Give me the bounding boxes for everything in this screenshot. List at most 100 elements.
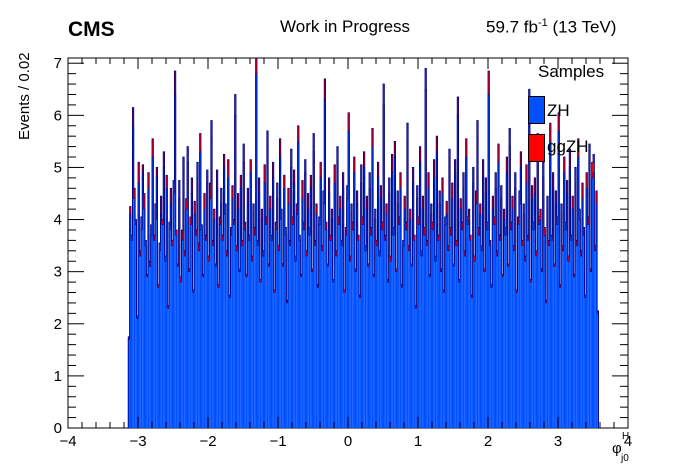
bar-ggzh <box>479 203 481 215</box>
bar-zh <box>559 287 561 428</box>
bar-ggzh <box>223 154 225 168</box>
bar-zh <box>339 209 341 428</box>
bar-ggzh <box>448 149 451 168</box>
bar-ggzh <box>194 201 196 215</box>
bar-zh <box>369 188 371 428</box>
bar-zh <box>159 250 161 428</box>
bar-ggzh <box>514 172 516 189</box>
bar-ggzh <box>544 227 546 236</box>
bar-ggzh <box>272 162 274 178</box>
bar-zh <box>555 203 557 428</box>
bar-ggzh <box>216 170 218 189</box>
bar-zh <box>507 266 509 428</box>
bar-zh <box>264 183 266 428</box>
bar-zh <box>447 250 449 428</box>
bar-zh <box>149 266 151 428</box>
bar-ggzh <box>530 279 532 283</box>
bar-ggzh <box>345 227 347 236</box>
bar-ggzh <box>563 157 565 173</box>
bar-zh <box>226 256 228 428</box>
bar-ggzh <box>220 188 222 204</box>
bar-zh <box>154 219 157 428</box>
y-tick-label: 1 <box>54 368 62 385</box>
bar-zh <box>363 167 365 428</box>
bar-zh <box>317 287 319 428</box>
bar-zh <box>461 229 463 428</box>
bar-ggzh <box>231 185 234 199</box>
bar-ggzh <box>279 138 281 158</box>
bar-ggzh <box>597 310 599 314</box>
bar-zh <box>346 198 348 428</box>
bar-ggzh <box>341 240 343 246</box>
bar-zh <box>278 250 280 428</box>
bar-ggzh <box>503 209 505 220</box>
bar-zh <box>146 276 148 428</box>
bar-zh <box>537 151 539 429</box>
bar-zh <box>378 256 381 428</box>
bar-zh <box>479 214 481 428</box>
bar-zh <box>227 177 229 428</box>
bar-ggzh <box>584 295 586 298</box>
bar-zh <box>544 235 546 428</box>
bar-ggzh <box>320 162 322 178</box>
bar-ggzh <box>502 274 504 277</box>
bar-zh <box>390 261 392 428</box>
bar-ggzh <box>447 245 449 251</box>
bar-ggzh <box>489 240 491 246</box>
x-axis-symbol: φ <box>612 440 622 457</box>
bar-zh <box>234 115 236 428</box>
bar-ggzh <box>399 172 402 189</box>
x-tick-label: −4 <box>59 433 76 450</box>
bar-zh <box>349 261 351 428</box>
bar-ggzh <box>313 133 315 152</box>
bar-zh <box>236 250 238 428</box>
bar-zh <box>153 240 155 428</box>
bar-zh <box>318 224 320 428</box>
bar-zh <box>425 89 427 428</box>
bar-zh <box>294 261 297 428</box>
bar-ggzh <box>265 216 267 225</box>
bar-ggzh <box>570 235 572 241</box>
bar-ggzh <box>580 250 582 257</box>
bar-ggzh <box>490 284 493 288</box>
bar-zh <box>220 203 222 428</box>
bar-ggzh <box>427 172 430 189</box>
bar-zh <box>402 245 404 428</box>
bar-zh <box>292 224 294 428</box>
bar-zh <box>314 245 316 428</box>
bar-ggzh <box>292 216 294 225</box>
bar-zh <box>562 250 564 428</box>
bar-zh <box>532 229 535 428</box>
bar-ggzh <box>404 196 406 210</box>
bar-ggzh <box>565 222 567 230</box>
bar-zh <box>219 224 221 428</box>
bar-ggzh <box>177 263 179 267</box>
bar-zh <box>290 167 292 428</box>
bar-ggzh <box>321 245 323 251</box>
x-axis-subscript: j0 <box>621 453 629 464</box>
bar-ggzh <box>240 175 242 189</box>
bar-zh <box>306 256 308 428</box>
bar-zh <box>510 229 512 428</box>
bar-ggzh <box>254 227 256 236</box>
bar-ggzh <box>175 229 178 236</box>
bar-ggzh <box>510 222 512 230</box>
bar-ggzh <box>432 222 434 230</box>
bar-zh <box>282 266 284 428</box>
bar-zh <box>135 224 137 428</box>
bar-ggzh <box>556 216 558 225</box>
bar-zh <box>534 193 536 428</box>
bar-ggzh <box>306 250 308 257</box>
bar-zh <box>521 245 523 428</box>
bar-zh <box>548 245 550 428</box>
bar-ggzh <box>156 167 158 178</box>
bar-ggzh <box>590 269 592 272</box>
bar-ggzh <box>166 175 168 189</box>
bar-zh <box>581 198 584 428</box>
bar-ggzh <box>562 245 564 251</box>
bar-zh <box>324 99 326 429</box>
bar-zh <box>448 167 451 428</box>
bar-ggzh <box>525 164 528 184</box>
bar-zh <box>580 256 582 428</box>
bar-zh <box>538 224 540 428</box>
